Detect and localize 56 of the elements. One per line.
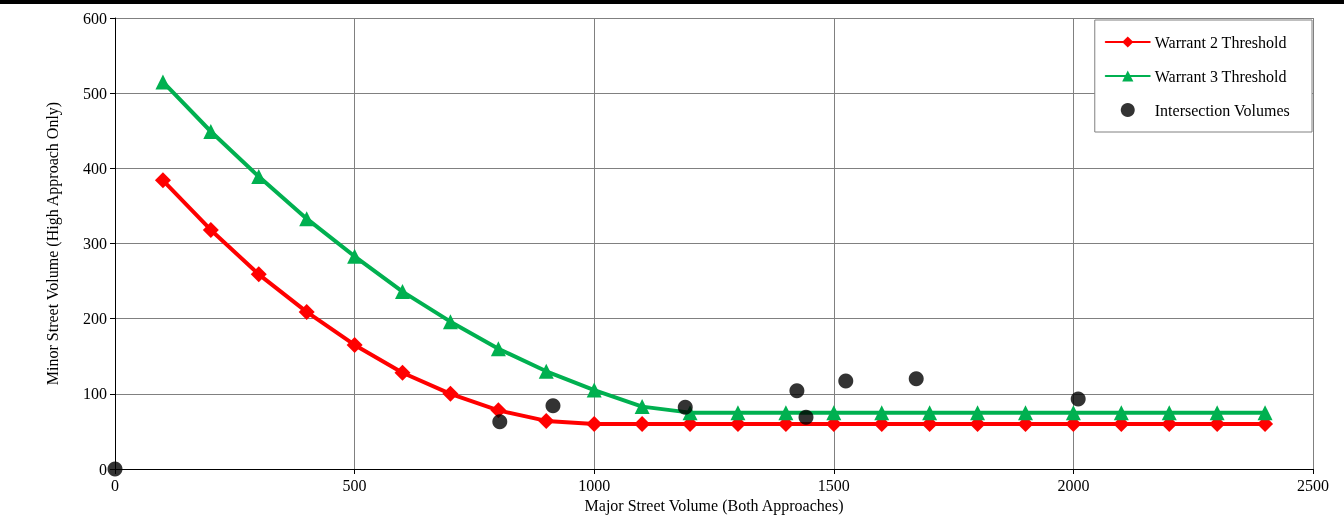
y-tick-label: 500: [83, 84, 107, 102]
point: [1209, 405, 1225, 421]
y-tick-label: 0: [99, 460, 107, 478]
y-tick-label: 600: [83, 9, 107, 27]
point: [492, 414, 508, 430]
point: [538, 412, 555, 429]
point: [730, 405, 746, 421]
x-axis-title: Major Street Volume (Both Approaches): [584, 497, 844, 516]
point: [154, 172, 171, 189]
legend-label: Intersection Volumes: [1154, 101, 1290, 119]
point: [347, 248, 363, 264]
point: [838, 373, 854, 389]
point: [442, 314, 458, 330]
point: [778, 405, 794, 421]
point: [789, 383, 805, 399]
point: [874, 405, 890, 421]
point: [922, 405, 938, 421]
point: [908, 371, 924, 387]
x-tick-label: 2500: [1297, 476, 1329, 494]
point: [545, 398, 561, 414]
point: [298, 303, 315, 320]
point: [634, 399, 650, 415]
point: [1065, 405, 1081, 421]
x-tick-label: 1000: [578, 476, 611, 494]
point: [798, 409, 814, 425]
y-tick-label: 400: [83, 159, 107, 177]
y-tick-label: 200: [83, 310, 107, 328]
x-tick-label: 0: [111, 476, 119, 494]
point: [1113, 405, 1129, 421]
point: [538, 363, 554, 379]
point: [395, 284, 411, 300]
point: [394, 364, 411, 381]
y-tick-label: 300: [83, 235, 107, 252]
y-tick-label: 100: [83, 385, 107, 403]
x-tick-label: 2000: [1057, 476, 1090, 494]
point: [1070, 391, 1086, 407]
point: [1017, 405, 1033, 421]
legend-label: Warrant 2 Threshold: [1154, 33, 1287, 51]
point: [202, 221, 219, 238]
point: [826, 405, 842, 421]
point: [1257, 405, 1273, 421]
point: [490, 341, 506, 357]
x-tick-label: 500: [342, 476, 367, 494]
point: [299, 211, 315, 227]
point: [155, 74, 171, 90]
point: [250, 266, 267, 283]
point: [442, 385, 459, 402]
legend-label: Warrant 3 Threshold: [1154, 67, 1287, 85]
x-tick-label: 1500: [817, 476, 850, 494]
point: [970, 405, 986, 421]
point: [107, 461, 123, 477]
point: [1161, 405, 1177, 421]
y-axis-title: Minor Street Volume (High Approach Only): [43, 101, 62, 386]
point: [677, 399, 693, 415]
point: [586, 382, 602, 398]
point: [346, 336, 363, 353]
